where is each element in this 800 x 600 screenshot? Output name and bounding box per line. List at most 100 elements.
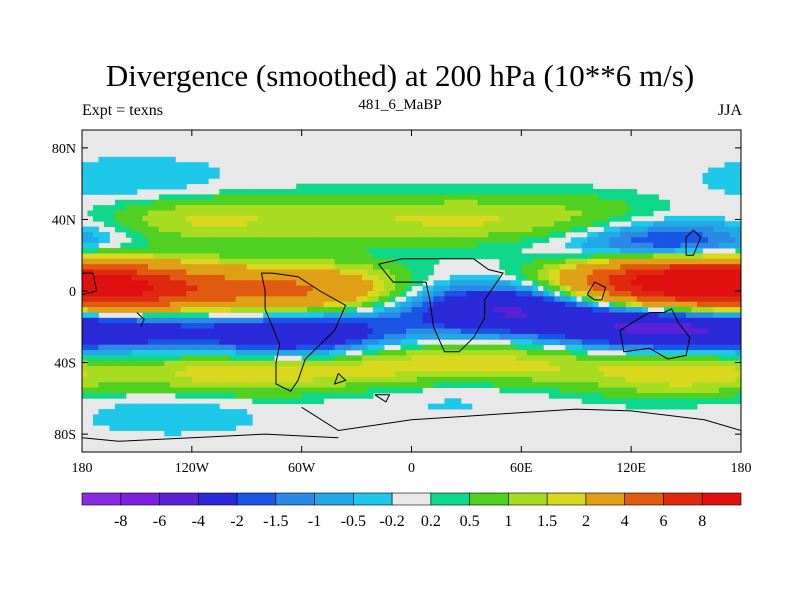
field-cell <box>488 382 495 388</box>
field-cell <box>614 355 621 362</box>
field-cell <box>230 355 237 362</box>
field-cell <box>169 221 176 227</box>
field-cell <box>411 231 418 238</box>
field-cell <box>268 237 275 244</box>
field-cell <box>504 355 511 362</box>
field-cell <box>296 183 303 190</box>
field-cell <box>680 237 687 244</box>
field-cell <box>285 317 292 324</box>
field-cell <box>444 242 451 249</box>
field-cell <box>444 205 451 211</box>
field-cell <box>296 312 303 319</box>
field-cell <box>296 189 303 195</box>
field-cell <box>680 231 687 238</box>
field-cell <box>257 210 264 217</box>
field-cell <box>576 350 583 356</box>
field-cell <box>351 199 357 206</box>
field-cell <box>625 248 632 254</box>
field-cell <box>191 376 198 383</box>
field-cell <box>724 387 731 394</box>
field-cell <box>565 221 572 227</box>
divergence-field <box>82 130 741 452</box>
field-cell <box>587 221 594 227</box>
field-cell <box>373 382 379 388</box>
field-cell <box>636 210 643 217</box>
field-cell <box>702 215 709 222</box>
field-cell <box>581 253 588 260</box>
field-cell <box>570 237 577 244</box>
field-cell <box>312 258 319 265</box>
field-cell <box>202 312 209 319</box>
field-cell <box>702 317 709 324</box>
field-cell <box>521 221 528 227</box>
field-cell <box>345 189 352 195</box>
field-cell <box>411 183 418 190</box>
field-cell <box>351 253 357 260</box>
field-cell <box>636 296 643 303</box>
field-cell <box>395 269 401 276</box>
field-cell <box>669 237 676 244</box>
field-cell <box>735 382 741 388</box>
field-cell <box>274 323 281 329</box>
field-cell <box>362 382 368 388</box>
field-cell <box>169 355 176 362</box>
field-cell <box>554 274 561 281</box>
field-cell <box>735 285 741 292</box>
field-cell <box>378 376 385 383</box>
field-cell <box>433 296 440 303</box>
colorbar-label: 1.5 <box>537 513 557 530</box>
field-cell <box>647 333 654 340</box>
field-cell <box>114 291 121 297</box>
field-cell <box>274 280 281 287</box>
field-cell <box>290 269 297 276</box>
field-cell <box>103 328 110 335</box>
field-cell <box>125 323 132 329</box>
field-cell <box>532 280 539 287</box>
field-cell <box>554 339 561 346</box>
field-cell <box>323 366 330 372</box>
field-cell <box>515 226 522 233</box>
field-cell <box>257 376 264 383</box>
field-cell <box>197 344 204 351</box>
field-cell <box>241 269 248 276</box>
field-cell <box>340 360 346 367</box>
field-cell <box>449 355 456 362</box>
field-cell <box>598 253 605 260</box>
field-cell <box>147 183 154 190</box>
field-cell <box>603 258 610 265</box>
field-cell <box>680 339 687 346</box>
field-cell <box>735 226 741 233</box>
field-cell <box>235 371 242 378</box>
field-cell <box>224 376 231 383</box>
field-cell <box>499 205 506 211</box>
field-cell <box>120 355 127 362</box>
field-cell <box>213 237 220 244</box>
field-cell <box>543 296 550 303</box>
field-cell <box>724 221 731 227</box>
field-cell <box>526 301 533 308</box>
field-cell <box>416 269 423 276</box>
field-cell <box>301 301 308 308</box>
field-cell <box>565 366 572 372</box>
field-cell <box>631 339 638 346</box>
field-cell <box>235 317 242 324</box>
field-cell <box>362 189 368 195</box>
field-cell <box>609 264 616 270</box>
field-cell <box>142 210 149 217</box>
field-cell <box>664 226 671 233</box>
field-cell <box>169 430 176 437</box>
field-cell <box>488 237 495 244</box>
field-cell <box>290 199 297 206</box>
field-cell <box>235 360 242 367</box>
field-cell <box>471 189 478 195</box>
field-cell <box>559 296 566 303</box>
field-cell <box>356 264 363 270</box>
field-cell <box>186 425 193 431</box>
field-cell <box>246 231 253 238</box>
field-cell <box>246 344 253 351</box>
field-cell <box>257 248 264 254</box>
field-cell <box>636 301 643 308</box>
field-cell <box>422 371 429 378</box>
field-cell <box>362 312 368 319</box>
field-cell <box>87 296 94 303</box>
